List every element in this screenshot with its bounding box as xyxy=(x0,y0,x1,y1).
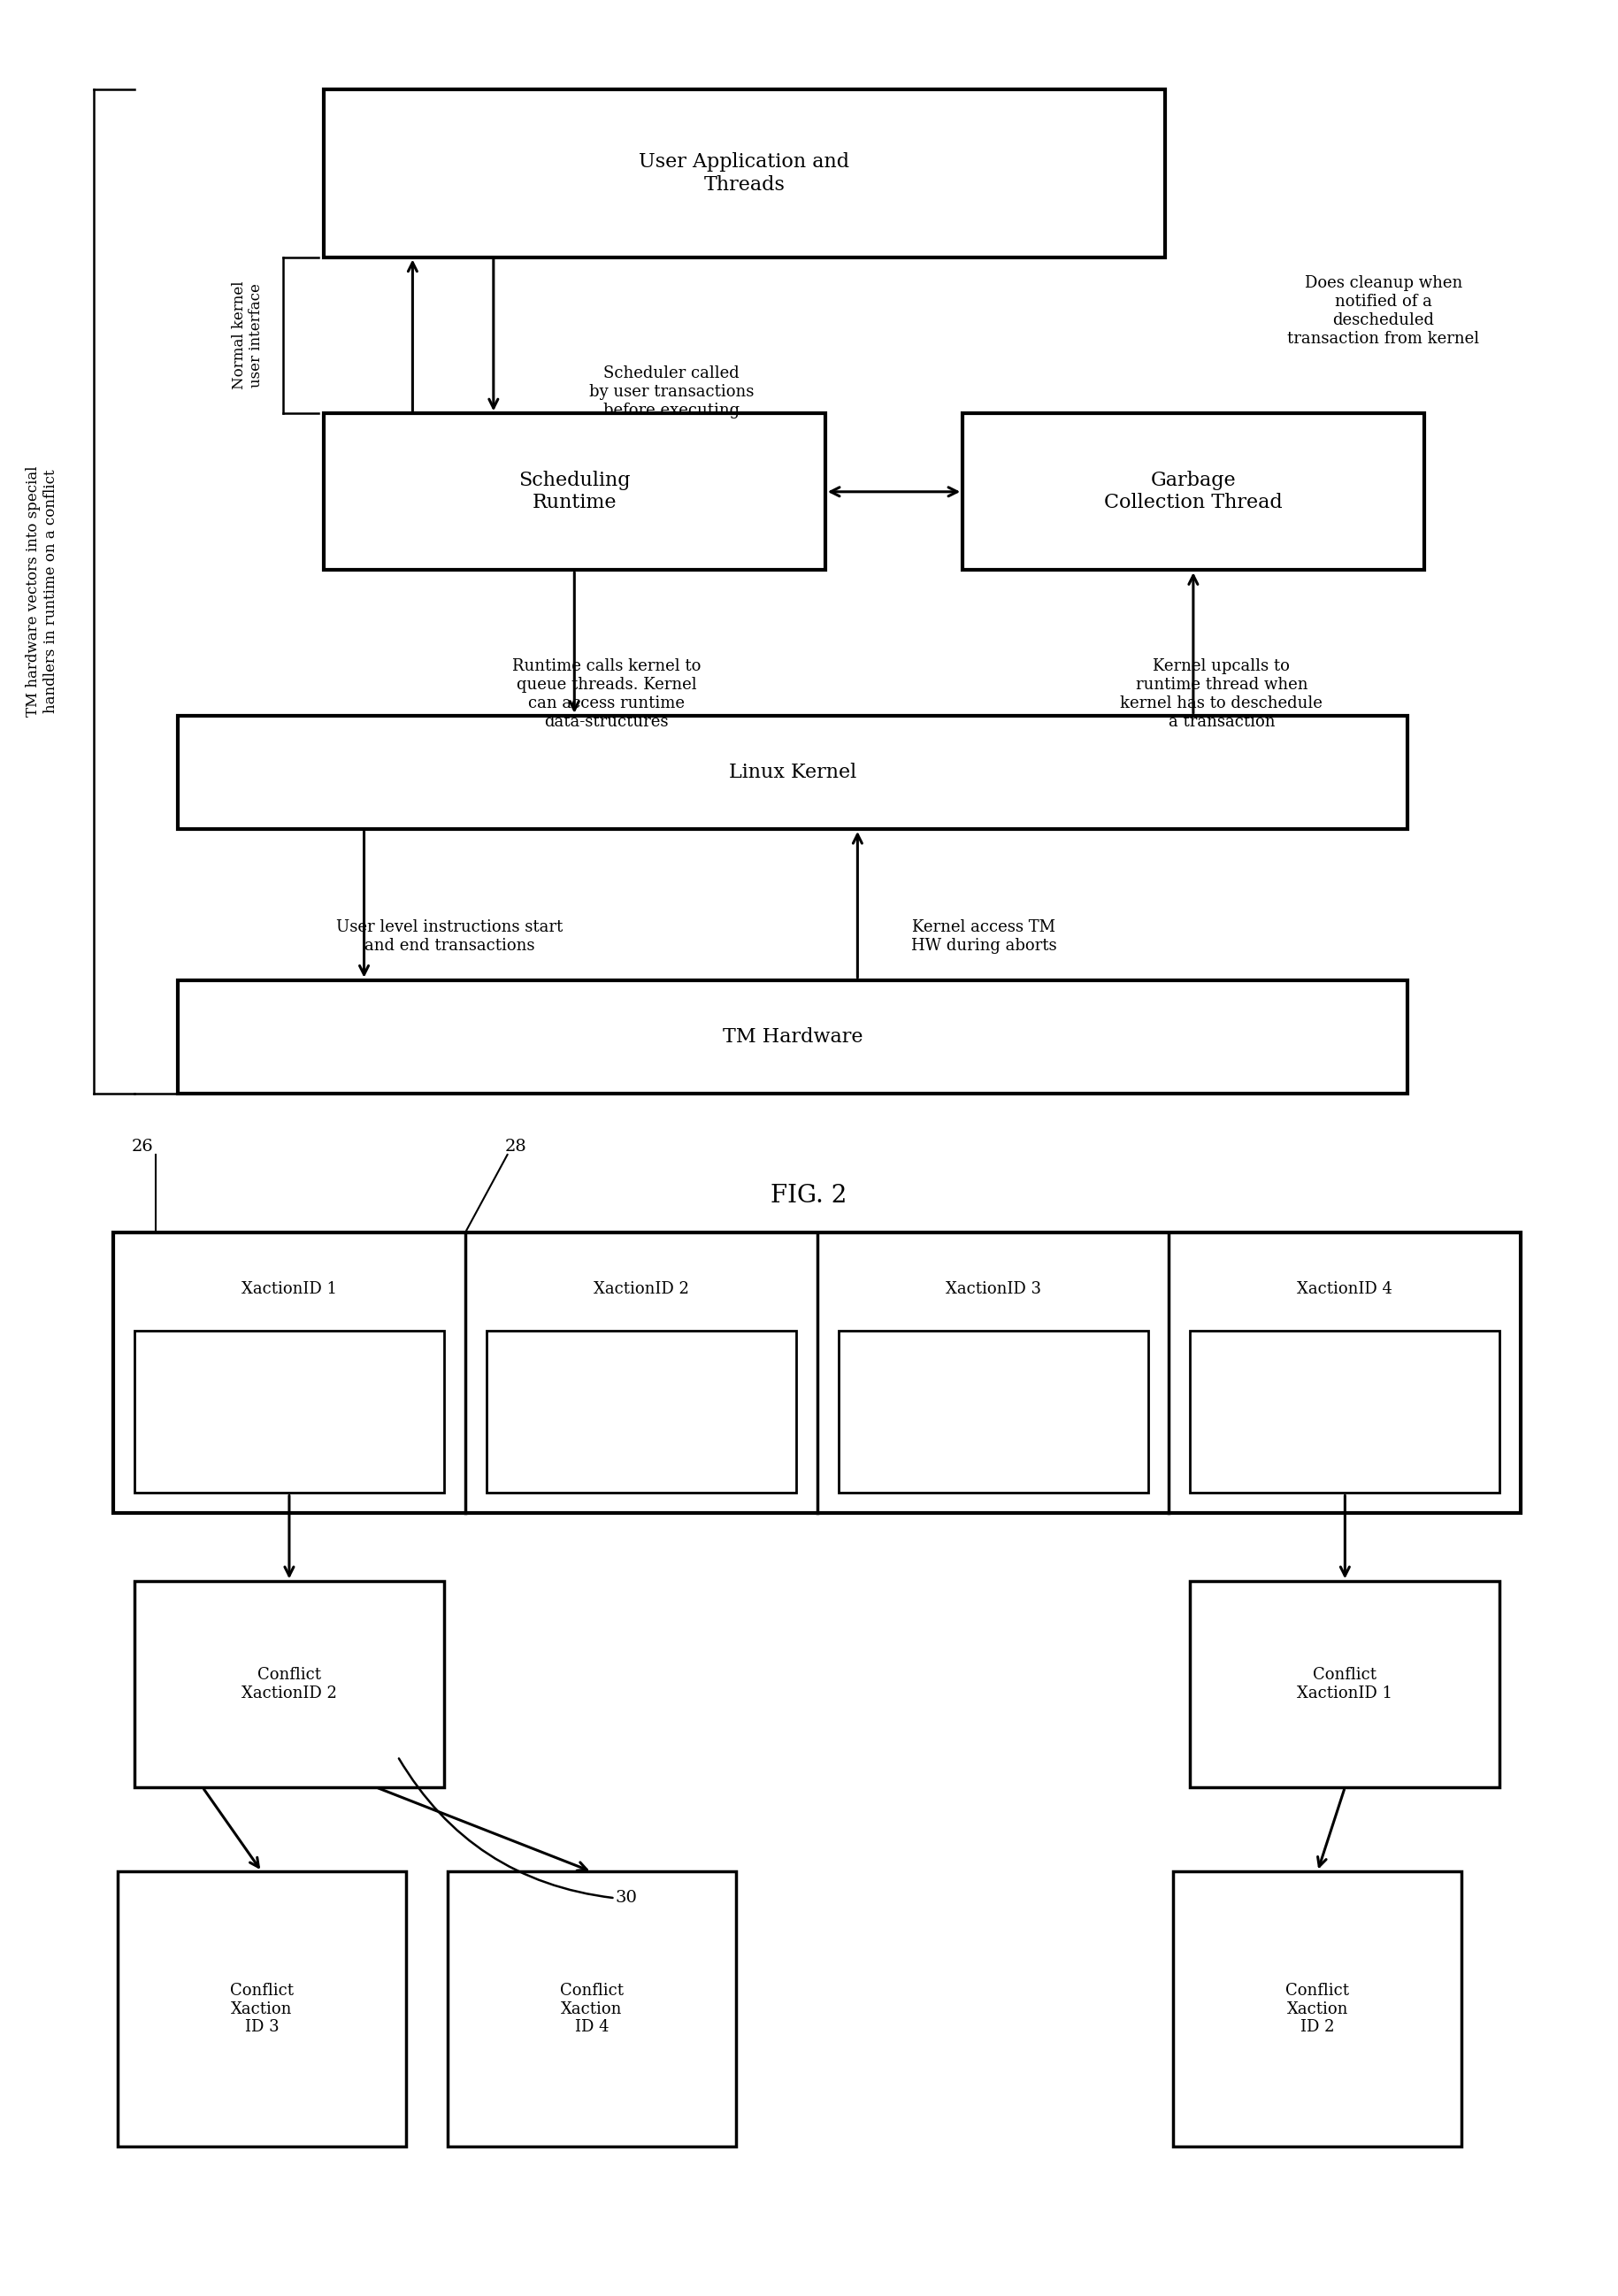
Text: Linux Kernel: Linux Kernel xyxy=(730,762,856,783)
Text: Conflict Summary
Bitmap: Conflict Summary Bitmap xyxy=(568,1394,715,1428)
FancyBboxPatch shape xyxy=(134,1582,443,1786)
FancyBboxPatch shape xyxy=(448,1871,736,2147)
Text: Scheduler called
by user transactions
before executing: Scheduler called by user transactions be… xyxy=(589,365,754,418)
FancyBboxPatch shape xyxy=(178,980,1408,1093)
FancyBboxPatch shape xyxy=(118,1871,406,2147)
Text: XactionID 1: XactionID 1 xyxy=(241,1281,337,1297)
Text: XactionID 2: XactionID 2 xyxy=(594,1281,689,1297)
Text: Conflict
XactionID 1: Conflict XactionID 1 xyxy=(1298,1667,1393,1701)
FancyBboxPatch shape xyxy=(178,716,1408,829)
Text: User Application and
Threads: User Application and Threads xyxy=(639,152,849,195)
FancyBboxPatch shape xyxy=(324,413,825,569)
Text: Normal kernel
user interface: Normal kernel user interface xyxy=(231,280,264,390)
Text: Conflict
Xaction
ID 2: Conflict Xaction ID 2 xyxy=(1286,1984,1349,2034)
FancyBboxPatch shape xyxy=(1191,1582,1500,1786)
Text: TM hardware vectors into special
handlers in runtime on a conflict: TM hardware vectors into special handler… xyxy=(26,466,58,716)
Text: Does cleanup when
notified of a
descheduled
transaction from kernel: Does cleanup when notified of a deschedu… xyxy=(1288,276,1479,347)
Text: Conflict
Xaction
ID 4: Conflict Xaction ID 4 xyxy=(560,1984,623,2034)
FancyBboxPatch shape xyxy=(963,413,1424,569)
FancyBboxPatch shape xyxy=(487,1332,796,1492)
Text: XactionID 4: XactionID 4 xyxy=(1298,1281,1393,1297)
Text: 28: 28 xyxy=(505,1139,526,1155)
Text: Conflict Summary
Bitmap: Conflict Summary Bitmap xyxy=(1272,1394,1419,1428)
Text: Garbage
Collection Thread: Garbage Collection Thread xyxy=(1103,471,1283,512)
FancyBboxPatch shape xyxy=(1173,1871,1461,2147)
FancyBboxPatch shape xyxy=(1191,1332,1500,1492)
Text: Scheduling
Runtime: Scheduling Runtime xyxy=(518,471,631,512)
Text: Runtime calls kernel to
queue threads. Kernel
can access runtime
data-structures: Runtime calls kernel to queue threads. K… xyxy=(513,659,701,730)
Text: FIG. 2: FIG. 2 xyxy=(770,1185,848,1208)
Text: XactionID 3: XactionID 3 xyxy=(945,1281,1040,1297)
Text: 30: 30 xyxy=(615,1890,637,1906)
Text: Kernel access TM
HW during aborts: Kernel access TM HW during aborts xyxy=(911,921,1057,955)
FancyBboxPatch shape xyxy=(113,1233,1521,1513)
Text: Conflict Summary
Bitmap: Conflict Summary Bitmap xyxy=(215,1394,362,1428)
FancyBboxPatch shape xyxy=(134,1332,443,1492)
Text: Conflict
Xaction
ID 3: Conflict Xaction ID 3 xyxy=(230,1984,293,2034)
Text: Conflict
XactionID 2: Conflict XactionID 2 xyxy=(241,1667,337,1701)
FancyBboxPatch shape xyxy=(838,1332,1147,1492)
Text: Conflict Summary
Bitmap: Conflict Summary Bitmap xyxy=(919,1394,1066,1428)
Text: 26: 26 xyxy=(131,1139,154,1155)
Text: User level instructions start
and end transactions: User level instructions start and end tr… xyxy=(337,921,563,955)
Text: TM Hardware: TM Hardware xyxy=(723,1026,862,1047)
FancyBboxPatch shape xyxy=(324,90,1165,257)
Text: Kernel upcalls to
runtime thread when
kernel has to deschedule
a transaction: Kernel upcalls to runtime thread when ke… xyxy=(1120,659,1324,730)
